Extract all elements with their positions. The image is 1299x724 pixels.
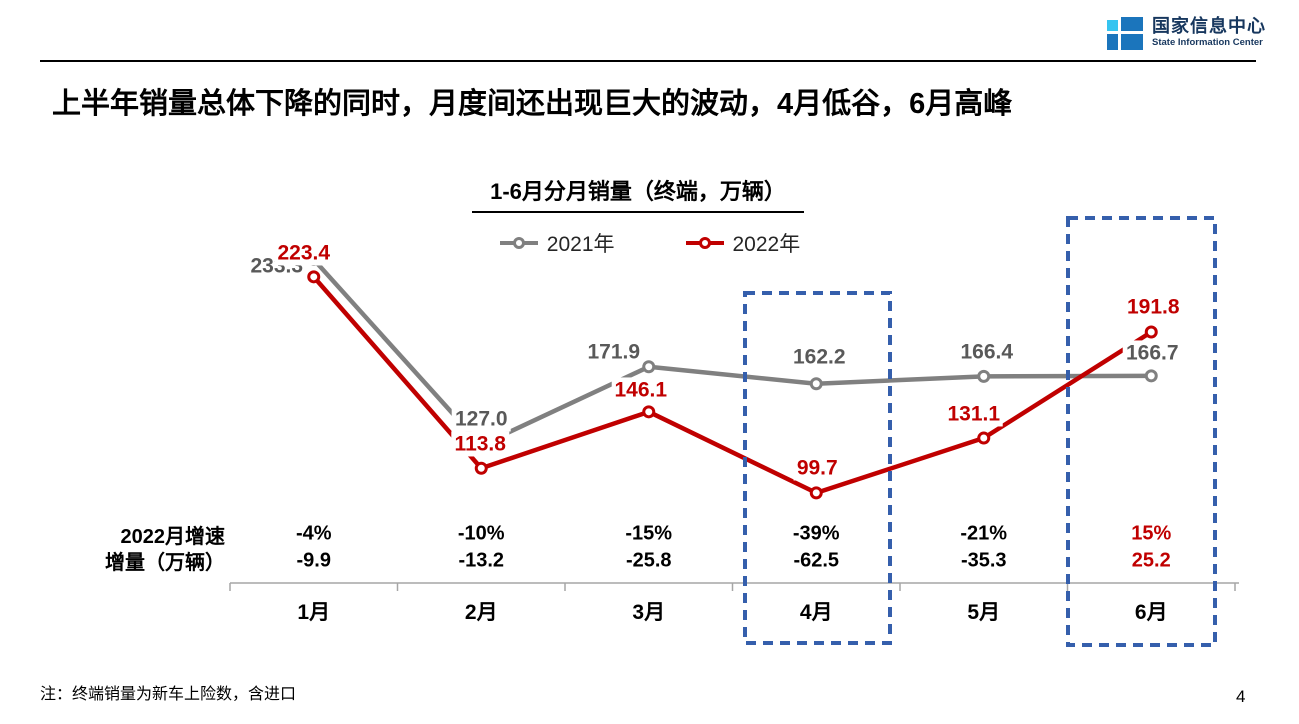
legend-marker-2021-icon bbox=[499, 237, 538, 249]
page-number: 4 bbox=[1236, 687, 1246, 706]
legend-label-2022: 2022年 bbox=[732, 233, 801, 256]
marker-2022年-5月 bbox=[977, 431, 991, 445]
logo-name-cn: 国家信息中心 bbox=[1152, 16, 1266, 37]
marker-2021年-1月 bbox=[307, 253, 321, 267]
series-line-2022年 bbox=[311, 274, 1154, 496]
page-title: 上半年销量总体下降的同时，月度间还出现巨大的波动，4月低谷，6月高峰 bbox=[52, 88, 1013, 120]
footnote: 注：终端销量为新车上险数，含进口 bbox=[40, 686, 297, 703]
marker-2021年-3月 bbox=[642, 360, 656, 374]
legend-item-2022: 2022年 bbox=[685, 228, 801, 258]
marker-2021年-6月 bbox=[1144, 369, 1158, 383]
stat-row-label-delta: 增量（万辆） bbox=[105, 552, 225, 574]
marker-2022年-4月 bbox=[809, 486, 823, 500]
logo-square-cyan bbox=[1107, 20, 1118, 31]
stat-row-label-growth: 2022月增速 bbox=[120, 526, 226, 548]
logo-square-top bbox=[1121, 17, 1143, 31]
logo: 国家信息中心 State Information Center bbox=[1106, 14, 1266, 51]
header-divider bbox=[40, 60, 1256, 62]
logo-text: 国家信息中心 State Information Center bbox=[1152, 17, 1266, 48]
marker-2021年-2月 bbox=[474, 438, 488, 452]
logo-square-left bbox=[1107, 34, 1118, 50]
stat-row-labels: 2022月增速 增量（万辆） bbox=[20, 524, 225, 576]
marker-2022年-6月 bbox=[1144, 325, 1158, 339]
legend-label-2021: 2021年 bbox=[546, 233, 615, 256]
chart-title: 1-6月分月销量（终端，万辆） bbox=[472, 174, 804, 213]
highlight-box-4月 bbox=[743, 291, 892, 645]
marker-2021年-5月 bbox=[977, 369, 991, 383]
marker-2021年-4月 bbox=[809, 377, 823, 391]
marker-2022年-1月 bbox=[307, 270, 321, 284]
legend-marker-2022-icon bbox=[685, 237, 724, 249]
logo-square-main bbox=[1121, 34, 1143, 50]
logo-name-en: State Information Center bbox=[1152, 37, 1263, 49]
highlight-box-6月 bbox=[1066, 216, 1217, 647]
sic-logo-icon bbox=[1106, 14, 1144, 51]
chart-legend: 2021年 2022年 bbox=[0, 228, 1299, 258]
marker-2022年-2月 bbox=[474, 461, 488, 475]
marker-2022年-3月 bbox=[642, 405, 656, 419]
legend-item-2021: 2021年 bbox=[499, 228, 615, 258]
